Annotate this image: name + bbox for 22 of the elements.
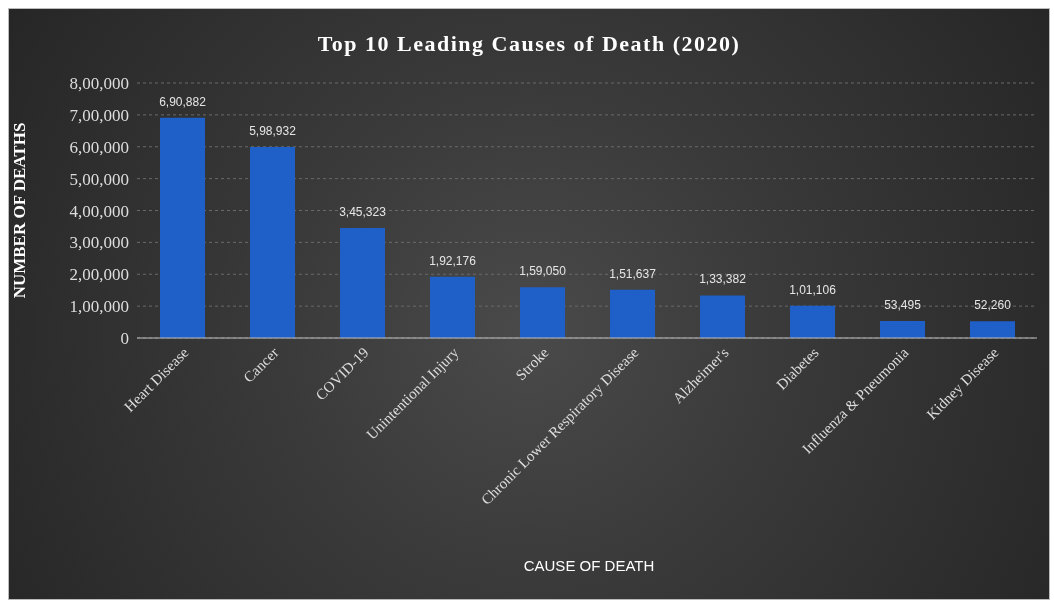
y-axis-title: NUMBER OF DEATHS bbox=[10, 122, 30, 299]
data-label: 1,01,106 bbox=[789, 282, 837, 297]
y-tick-label: 2,00,000 bbox=[69, 265, 129, 285]
data-label: 1,51,637 bbox=[609, 266, 657, 281]
data-label: 1,92,176 bbox=[429, 253, 477, 268]
y-tick-label: 1,00,000 bbox=[69, 297, 129, 317]
y-tick-label: 7,00,000 bbox=[69, 105, 129, 125]
data-label: 3,45,323 bbox=[339, 204, 387, 219]
x-axis-title: CAUSE OF DEATH bbox=[522, 557, 656, 574]
y-tick-label: 3,00,000 bbox=[69, 233, 129, 253]
y-tick-label: 6,00,000 bbox=[69, 137, 129, 157]
y-tick-label: 5,00,000 bbox=[69, 169, 129, 189]
data-label: 1,33,382 bbox=[699, 272, 747, 287]
chart-title: Top 10 Leading Causes of Death (2020) bbox=[316, 30, 742, 58]
data-label: 5,98,932 bbox=[249, 124, 297, 139]
y-tick-label: 0 bbox=[120, 329, 129, 349]
data-label: 53,495 bbox=[884, 297, 922, 312]
data-label: 52,260 bbox=[974, 298, 1012, 313]
y-tick-label: 4,00,000 bbox=[69, 201, 129, 221]
y-tick-label: 8,00,000 bbox=[69, 74, 129, 94]
data-label: 1,59,050 bbox=[519, 264, 567, 279]
data-label: 6,90,882 bbox=[159, 94, 207, 109]
